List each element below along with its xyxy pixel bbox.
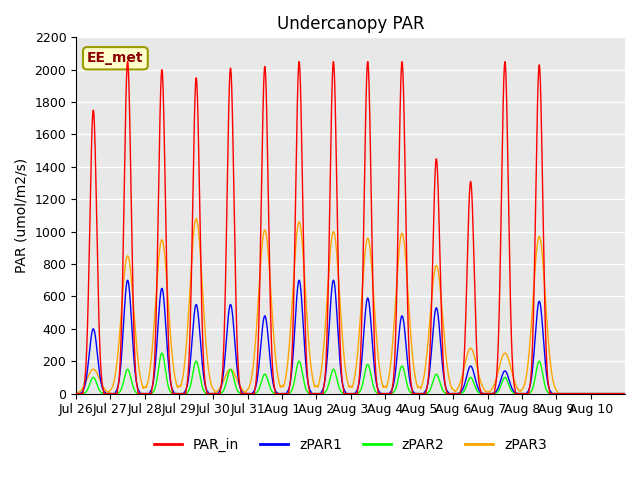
Y-axis label: PAR (umol/m2/s): PAR (umol/m2/s) — [15, 158, 29, 273]
Title: Undercanopy PAR: Undercanopy PAR — [276, 15, 424, 33]
Text: EE_met: EE_met — [87, 51, 143, 65]
Legend: PAR_in, zPAR1, zPAR2, zPAR3: PAR_in, zPAR1, zPAR2, zPAR3 — [148, 432, 552, 458]
